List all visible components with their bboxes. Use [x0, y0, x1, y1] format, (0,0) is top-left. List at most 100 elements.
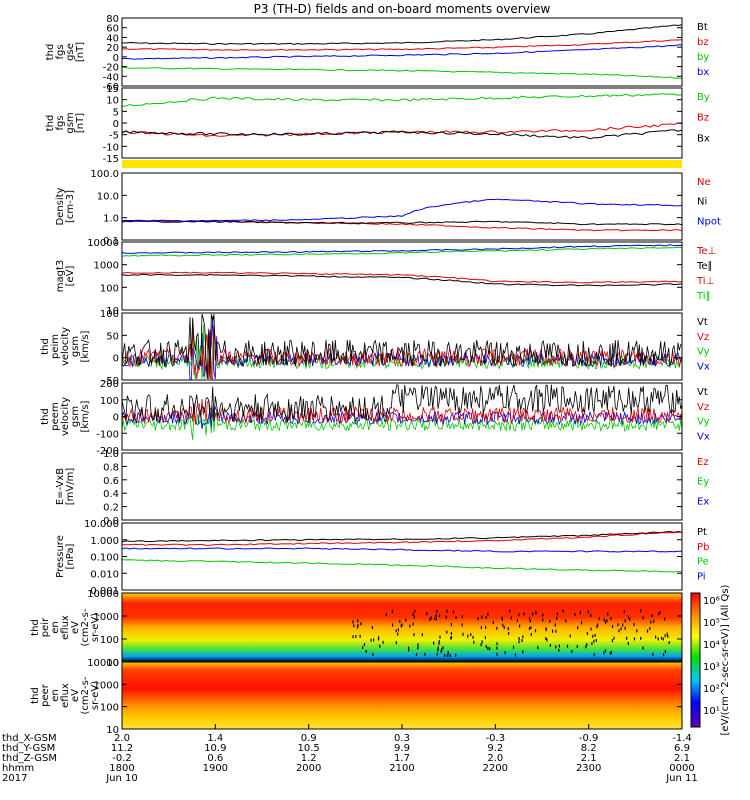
spectrogram-speck	[435, 614, 437, 618]
series-Pi	[121, 547, 683, 553]
spectrogram-speck	[566, 644, 569, 648]
spectrogram-speck	[596, 625, 598, 629]
y-axis-label: gsm	[70, 336, 81, 357]
y-axis-label: peim	[50, 334, 61, 359]
y-axis-label: fgs	[55, 44, 66, 59]
footer-x-gsm: 2.0	[114, 733, 130, 744]
y-tick-label: -60	[103, 82, 119, 93]
spectrogram-speck	[593, 653, 595, 657]
spectrogram-speck	[447, 651, 449, 655]
footer-row-label: thd_Z-GSM	[2, 753, 57, 764]
spectrogram-speck	[408, 648, 410, 652]
spectrogram-speck	[667, 634, 669, 638]
spectrogram-speck	[362, 645, 364, 649]
spectrogram-speck	[640, 636, 642, 640]
spectrogram-speck	[636, 629, 638, 633]
y-axis-label: sr-eV)	[90, 681, 101, 710]
spectrogram-speck	[658, 612, 660, 616]
legend-Vz: Vz	[697, 332, 709, 343]
spectrogram-speck	[503, 625, 505, 629]
spectrogram-speck	[415, 653, 418, 657]
panel-frame	[121, 87, 683, 159]
spectrogram-speck	[481, 640, 483, 644]
spectrogram-speck	[450, 623, 452, 627]
spectrogram-speck	[435, 617, 438, 621]
panel-flag	[122, 160, 682, 168]
spectrogram-speck	[385, 613, 387, 617]
spectrogram-speck	[591, 642, 593, 646]
y-axis-label: magt3	[55, 260, 66, 293]
panel-efield: 1.0 0.8 0.6 0.4 0.2 0.0 E=-VxB [mV/m] Ez Ey Ex	[55, 449, 709, 527]
spectrogram-speck	[618, 629, 620, 633]
y-axis-label: peer	[40, 683, 51, 707]
colorbar-tick-label: 10¹	[703, 706, 720, 717]
spectrogram-speck	[555, 629, 557, 633]
spectrogram-speck	[590, 627, 592, 631]
series-Bt	[121, 24, 683, 45]
spectrogram-speck	[593, 639, 595, 643]
y-tick-label: -5	[109, 131, 119, 142]
y-axis-label: Density	[55, 187, 66, 225]
spectrogram-speck	[496, 626, 498, 630]
spectrogram-speck	[399, 619, 401, 623]
spectrogram-speck	[642, 616, 644, 620]
footer-y-gsm: 10.5	[298, 743, 320, 754]
y-tick-label: 10	[106, 306, 119, 317]
y-axis-label: [nT]	[75, 42, 86, 62]
series-Te∥	[121, 246, 683, 257]
chart-title: P3 (TH-D) fields and on-board moments ov…	[254, 2, 551, 16]
spectrogram-speck	[519, 624, 521, 628]
panel-peer: 10000 1000 100 10 thd peer en eflux eV (cm2-s-sr-…	[30, 658, 683, 736]
spectrogram-speck	[522, 635, 524, 639]
panel-peem: 200 100 0 -100 -200 thd peem velocity gsm [km/s] V…	[40, 379, 710, 457]
spectrogram-speck	[633, 623, 635, 626]
series-By	[121, 93, 683, 107]
spectrogram-speck	[646, 629, 649, 633]
y-axis-label: gse	[65, 43, 76, 61]
footer-y-gsm: 9.9	[394, 743, 410, 754]
y-tick-label: 0.6	[103, 476, 119, 487]
y-tick-label: 0	[113, 354, 119, 365]
y-tick-label: 1000	[94, 612, 119, 623]
y-axis-label: Pressure	[55, 535, 66, 578]
spectrogram-speck	[481, 615, 483, 619]
footer-hhmm: 1800	[109, 763, 134, 774]
spectrogram-speck	[623, 610, 625, 614]
spectrogram-speck	[382, 640, 384, 644]
panel-frame	[121, 241, 683, 311]
colorbar-label: [eV/(cm^2-sec-sr-eV)] (All Qs)	[720, 584, 731, 735]
spectrogram-speck	[603, 651, 605, 655]
footer-hhmm: 2300	[576, 763, 601, 774]
colorbar-tick-label: 10³	[703, 662, 720, 673]
legend-Vx: Vx	[697, 361, 710, 372]
y-tick-label: 80	[106, 14, 119, 25]
spectrogram-speck	[352, 620, 354, 624]
spectrogram-speck	[455, 653, 457, 657]
legend-Vz: Vz	[697, 402, 709, 413]
footer-z-gsm: 2.1	[581, 753, 597, 764]
y-tick-label: 10.0	[97, 191, 119, 202]
footer-hhmm: 2000	[296, 763, 321, 774]
spectrogram-speck	[365, 650, 367, 653]
footer-x-gsm: -1.4	[672, 733, 692, 744]
spectrogram-speck	[412, 622, 414, 626]
spectrogram-speck	[487, 646, 489, 650]
y-axis-label: gsm	[70, 406, 81, 427]
spectrogram-speck	[556, 612, 558, 616]
legend-by: by	[697, 52, 709, 63]
y-tick-label: 0.2	[103, 503, 119, 514]
y-tick-label: 10.000	[84, 519, 119, 530]
y-tick-label: 100	[100, 635, 119, 646]
series-Pb	[121, 531, 683, 546]
spectrogram-speck	[611, 639, 613, 643]
spectrogram-speck	[663, 653, 665, 657]
y-axis-label: velocity	[60, 397, 71, 436]
legend-Bz: Bz	[697, 113, 709, 124]
spectrogram-speck	[472, 635, 474, 639]
legend-bx: bx	[697, 67, 709, 78]
spectrogram-speck	[397, 628, 399, 632]
spectrogram-speck	[437, 648, 439, 652]
spectrogram-speck	[554, 623, 556, 627]
y-tick-label: 10	[106, 725, 119, 736]
spectrogram-speck	[400, 624, 402, 628]
